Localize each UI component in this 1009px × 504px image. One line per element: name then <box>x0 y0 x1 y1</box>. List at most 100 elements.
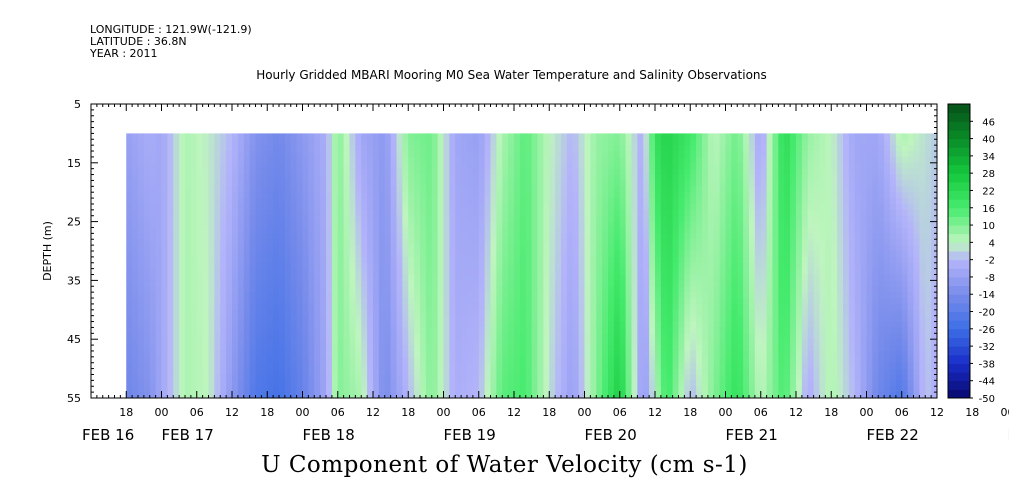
heatmap-cell <box>461 192 468 199</box>
heatmap-cell <box>396 298 403 305</box>
heatmap-cell <box>161 327 168 334</box>
heatmap-cell <box>355 133 362 140</box>
heatmap-cell <box>161 333 168 340</box>
heatmap-cell <box>543 368 550 375</box>
heatmap-cell <box>290 256 298 264</box>
heatmap-cell <box>572 192 580 199</box>
heatmap-cell <box>179 133 186 140</box>
heatmap-cell <box>279 186 286 193</box>
heatmap-cell <box>643 262 650 270</box>
heatmap-cell <box>519 251 527 258</box>
heatmap-cell <box>161 198 168 205</box>
heatmap-cell <box>273 268 280 275</box>
heatmap-cell <box>561 139 568 146</box>
heatmap-cell <box>185 368 192 375</box>
heatmap-cell <box>261 203 268 211</box>
heatmap-cell <box>772 168 779 175</box>
heatmap-cell <box>155 333 162 340</box>
heatmap-cell <box>719 162 726 170</box>
heatmap-cell <box>390 145 397 152</box>
heatmap-cell <box>349 256 356 264</box>
heatmap-cell <box>143 386 151 393</box>
heatmap-cell <box>226 356 233 364</box>
heatmap-cell <box>590 327 597 334</box>
heatmap-cell <box>437 186 444 193</box>
heatmap-cell <box>643 374 650 381</box>
heatmap-cell <box>314 198 321 205</box>
heatmap-cell <box>132 286 139 293</box>
heatmap-cell <box>702 350 709 358</box>
heatmap-cell <box>373 345 380 352</box>
heatmap-cell <box>713 203 721 211</box>
heatmap-cell <box>237 203 245 211</box>
heatmap-cell <box>543 280 550 287</box>
heatmap-cell <box>737 245 744 252</box>
heatmap-cell <box>514 156 521 164</box>
heatmap-cell <box>384 374 392 381</box>
heatmap-cell <box>566 215 574 222</box>
heatmap-cell <box>690 198 697 205</box>
heatmap-cell <box>760 186 768 193</box>
heatmap-cell <box>414 262 421 270</box>
heatmap-cell <box>625 386 632 393</box>
heatmap-cell <box>531 245 538 252</box>
heatmap-cell <box>702 262 709 270</box>
heatmap-cell <box>226 321 233 328</box>
heatmap-cell <box>719 392 726 399</box>
heatmap-cell <box>196 268 204 275</box>
heatmap-cell <box>143 203 151 211</box>
heatmap-cell <box>719 192 726 199</box>
heatmap-cell <box>443 221 450 228</box>
heatmap-cell <box>496 350 503 358</box>
heatmap-cell <box>561 292 568 299</box>
heatmap-cell <box>437 374 444 381</box>
heatmap-cell <box>519 292 527 299</box>
heatmap-cell <box>496 380 503 387</box>
heatmap-cell <box>414 168 421 175</box>
heatmap-cell <box>273 209 280 217</box>
heatmap-cell <box>684 268 691 275</box>
heatmap-cell <box>561 245 568 252</box>
heatmap-cell <box>631 350 638 358</box>
heatmap-cell <box>713 345 721 352</box>
heatmap-cell <box>731 215 738 222</box>
heatmap-cell <box>449 286 456 293</box>
heatmap-cell <box>749 386 756 393</box>
heatmap-cell <box>643 333 650 340</box>
heatmap-cell <box>273 227 280 234</box>
heatmap-cell <box>167 309 174 317</box>
heatmap-cell <box>243 362 251 369</box>
heatmap-cell <box>396 145 403 152</box>
heatmap-cell <box>478 239 486 246</box>
heatmap-cell <box>531 268 538 275</box>
heatmap-cell <box>343 345 350 352</box>
heatmap-cell <box>696 156 703 164</box>
heatmap-cell <box>649 262 656 270</box>
heatmap-cell <box>749 192 756 199</box>
heatmap-cell <box>766 309 773 317</box>
heatmap-cell <box>132 380 139 387</box>
heatmap-cell <box>760 280 768 287</box>
heatmap-cell <box>702 174 709 181</box>
heatmap-cell <box>320 368 327 375</box>
heatmap-cell <box>431 345 439 352</box>
heatmap-cell <box>690 221 697 228</box>
heatmap-cell <box>437 139 444 146</box>
heatmap-cell <box>707 309 715 317</box>
heatmap-cell <box>455 221 462 228</box>
heatmap-cell <box>537 168 544 175</box>
heatmap-cell <box>149 362 157 369</box>
heatmap-cell <box>343 309 350 317</box>
heatmap-cell <box>367 386 374 393</box>
heatmap-cell <box>290 215 298 222</box>
heatmap-cell <box>373 298 380 305</box>
heatmap-cell <box>331 374 339 381</box>
heatmap-cell <box>449 192 456 199</box>
heatmap-cell <box>126 215 133 222</box>
heatmap-cell <box>743 286 750 293</box>
heatmap-cell <box>619 350 627 358</box>
heatmap-cell <box>572 345 580 352</box>
heatmap-cell <box>719 356 726 364</box>
heatmap-cell <box>660 186 668 193</box>
heatmap-cell <box>519 227 527 234</box>
